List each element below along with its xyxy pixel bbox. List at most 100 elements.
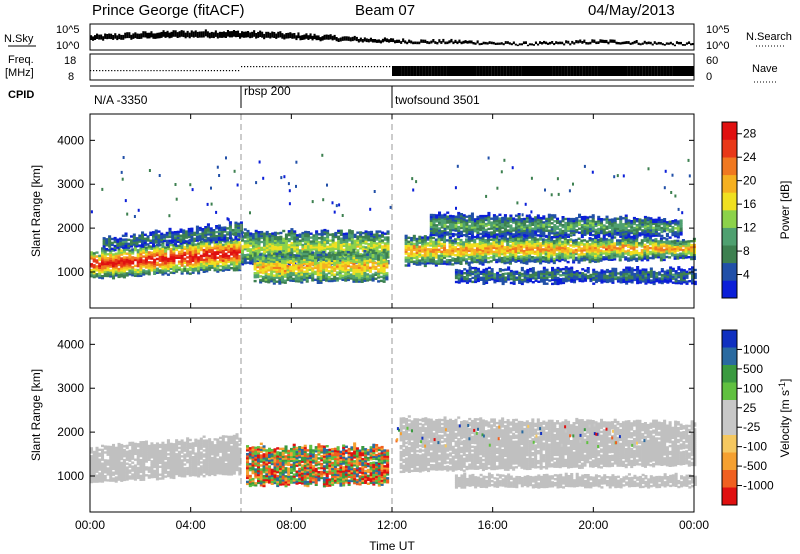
power-cell	[356, 251, 360, 254]
power-cell	[451, 257, 455, 260]
power-cell	[116, 244, 120, 247]
freq-dot	[126, 70, 128, 72]
power-cell	[440, 218, 444, 221]
power-cell	[174, 237, 178, 240]
power-cell	[128, 257, 132, 260]
power-cell	[300, 275, 304, 278]
power-cell	[328, 233, 332, 236]
power-cell	[501, 272, 505, 276]
freq-bar	[521, 66, 525, 76]
power-cell	[187, 239, 191, 243]
power-cell	[449, 226, 453, 230]
power-cell	[319, 257, 323, 261]
power-cell	[470, 247, 474, 250]
power-cell	[188, 250, 192, 254]
power-cell	[607, 242, 611, 246]
power-cell	[136, 249, 140, 252]
power-cell	[230, 259, 234, 262]
power-cell	[463, 276, 467, 279]
power-cell	[367, 242, 371, 246]
freq-bar	[401, 66, 405, 76]
power-cell	[276, 240, 280, 243]
power-cell	[116, 240, 120, 243]
nsky-bar	[573, 42, 576, 45]
power-cell	[421, 258, 425, 261]
power-cell	[174, 231, 178, 234]
power-cell	[112, 273, 116, 276]
power-cell	[476, 256, 480, 260]
power-cell	[528, 258, 532, 261]
power-cell	[492, 256, 496, 259]
power-cell	[271, 238, 275, 241]
freq-bar	[666, 66, 670, 76]
power-cell	[534, 279, 538, 282]
nsky-bar	[408, 39, 411, 43]
power-cell	[172, 271, 176, 275]
nsky-bar	[303, 34, 306, 40]
power-cell	[629, 251, 633, 254]
power-cell	[281, 253, 285, 256]
power-cell	[271, 254, 275, 257]
power-cell	[95, 275, 99, 278]
power-cell	[570, 274, 574, 277]
freq-bar	[540, 66, 544, 76]
power-cell	[243, 261, 247, 265]
power-cell	[219, 257, 223, 260]
power-cell	[684, 252, 688, 255]
power-cell	[476, 258, 480, 262]
power-cell	[574, 242, 578, 246]
power-cell	[561, 256, 565, 259]
power-cell	[410, 239, 414, 242]
power-cell	[501, 278, 505, 282]
power-cell	[261, 258, 265, 261]
nsky-bar	[512, 41, 515, 45]
nsky-bar	[428, 41, 431, 45]
power-cell	[121, 244, 125, 247]
power-cell	[164, 272, 168, 275]
power-cell	[271, 240, 275, 243]
nsky-bar	[168, 32, 171, 39]
power-cell	[594, 250, 598, 254]
power-cell	[580, 241, 584, 244]
power-cell	[465, 260, 469, 263]
nsky-bar	[144, 31, 147, 38]
power-cell	[629, 247, 633, 250]
power-cell	[349, 269, 353, 272]
power-cell	[437, 258, 441, 261]
power-cell	[161, 267, 165, 270]
power-cell	[297, 266, 301, 269]
power-cell	[644, 270, 648, 273]
power-cell	[186, 252, 190, 255]
power-cell	[298, 251, 302, 254]
nsky-bar	[138, 33, 141, 39]
nsky-bar	[500, 42, 503, 45]
power-cell	[136, 257, 140, 260]
power-cell	[133, 258, 137, 262]
power-cell	[573, 279, 577, 282]
power-cell	[308, 272, 312, 275]
power-cell	[465, 240, 469, 243]
power-cell	[220, 230, 224, 233]
power-cell	[278, 278, 282, 281]
power-cell	[531, 281, 535, 284]
power-cell	[144, 256, 148, 259]
freq-dot	[259, 66, 261, 68]
freq-dot	[162, 70, 164, 72]
power-cell	[331, 233, 335, 236]
power-cell	[621, 255, 625, 259]
power-cell	[349, 255, 353, 258]
power-cell	[348, 249, 352, 252]
nsky-bar	[623, 41, 626, 45]
power-cell	[337, 247, 341, 250]
power-cell	[440, 238, 444, 242]
power-cell	[429, 229, 433, 232]
power-cell	[530, 252, 534, 255]
power-cell	[333, 275, 337, 278]
power-cell	[183, 259, 187, 262]
power-cell	[276, 249, 280, 253]
power-cell	[586, 269, 590, 272]
power-cell	[523, 272, 527, 275]
power-cell	[260, 240, 264, 244]
power-cell	[101, 276, 105, 280]
power-cell	[443, 254, 447, 257]
